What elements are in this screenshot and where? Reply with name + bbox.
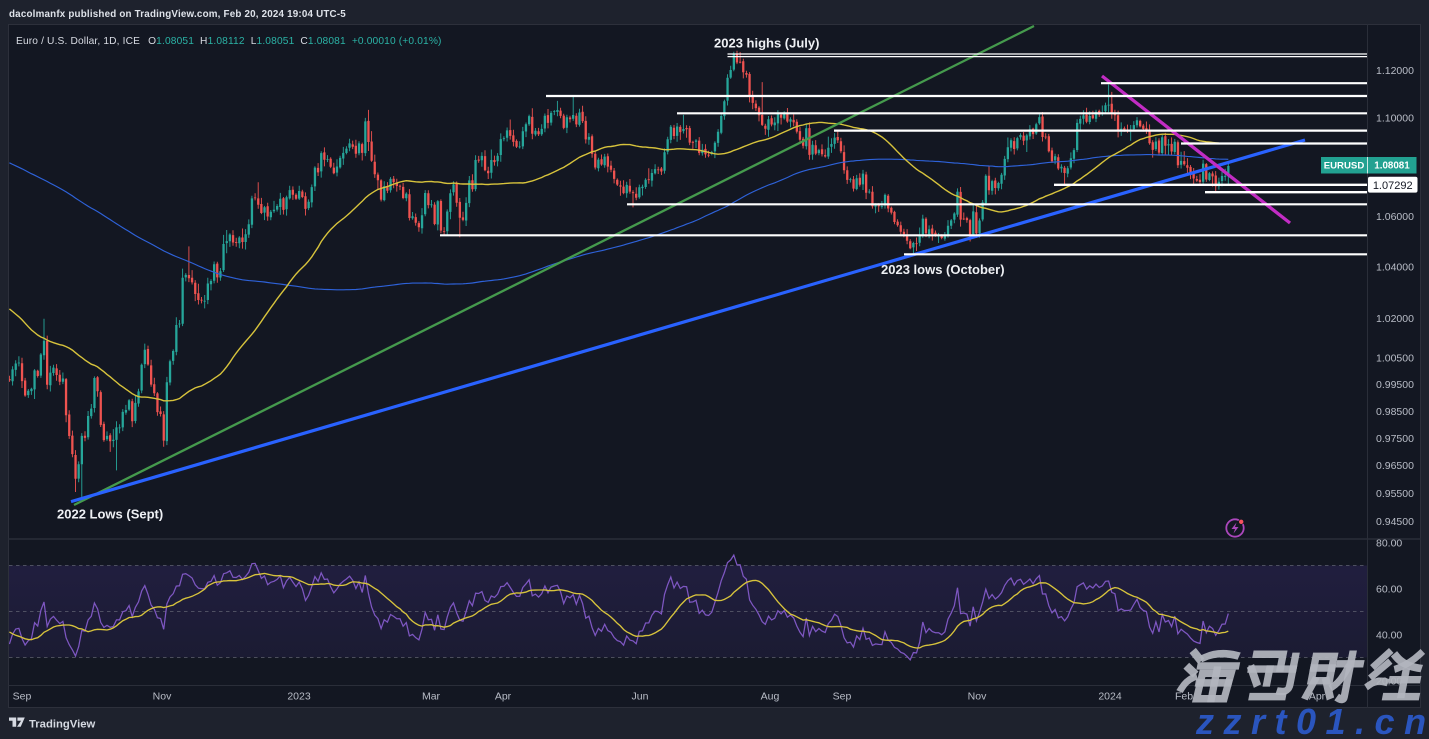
svg-text:Aug: Aug <box>761 691 780 703</box>
svg-text:0.94500: 0.94500 <box>1376 516 1414 528</box>
svg-text:Sep: Sep <box>833 691 852 703</box>
svg-text:1.07292: 1.07292 <box>1373 180 1413 192</box>
svg-text:1.02000: 1.02000 <box>1376 313 1414 325</box>
svg-text:TradingView: TradingView <box>29 719 96 731</box>
svg-text:0.99500: 0.99500 <box>1376 379 1414 391</box>
svg-text:0.96500: 0.96500 <box>1376 460 1414 472</box>
svg-text:2022 Lows (Sept): 2022 Lows (Sept) <box>57 507 163 522</box>
svg-text:zzrt01.cn: zzrt01.cn <box>1195 701 1429 739</box>
svg-text:EURUSD: EURUSD <box>1324 161 1365 172</box>
svg-text:1.10000: 1.10000 <box>1376 113 1414 125</box>
svg-text:Sep: Sep <box>13 691 32 703</box>
svg-text:40.00: 40.00 <box>1376 629 1402 641</box>
svg-text:2023: 2023 <box>287 691 311 703</box>
svg-text:0.97500: 0.97500 <box>1376 433 1414 445</box>
svg-text:1.08081: 1.08081 <box>1374 161 1410 172</box>
svg-text:dacolmanfx published on Tradin: dacolmanfx published on TradingView.com,… <box>9 9 346 20</box>
svg-text:2023 lows (October): 2023 lows (October) <box>881 262 1005 277</box>
svg-text:Nov: Nov <box>968 691 987 703</box>
svg-text:60.00: 60.00 <box>1376 583 1402 595</box>
svg-text:80.00: 80.00 <box>1376 537 1402 549</box>
svg-text:0.95500: 0.95500 <box>1376 488 1414 500</box>
svg-text:Feb: Feb <box>1175 691 1193 703</box>
svg-text:Mar: Mar <box>422 691 441 703</box>
svg-text:1.12000: 1.12000 <box>1376 65 1414 77</box>
svg-text:1.06000: 1.06000 <box>1376 211 1414 223</box>
svg-text:Apr: Apr <box>1309 691 1326 703</box>
svg-text:0.98500: 0.98500 <box>1376 406 1414 418</box>
svg-text:2024: 2024 <box>1098 691 1122 703</box>
svg-text:2023 highs (July): 2023 highs (July) <box>714 36 819 51</box>
svg-text:1.00500: 1.00500 <box>1376 352 1414 364</box>
svg-text:1.04000: 1.04000 <box>1376 262 1414 274</box>
svg-text:Jun: Jun <box>632 691 649 703</box>
svg-text:Nov: Nov <box>153 691 172 703</box>
svg-text:Apr: Apr <box>495 691 512 703</box>
